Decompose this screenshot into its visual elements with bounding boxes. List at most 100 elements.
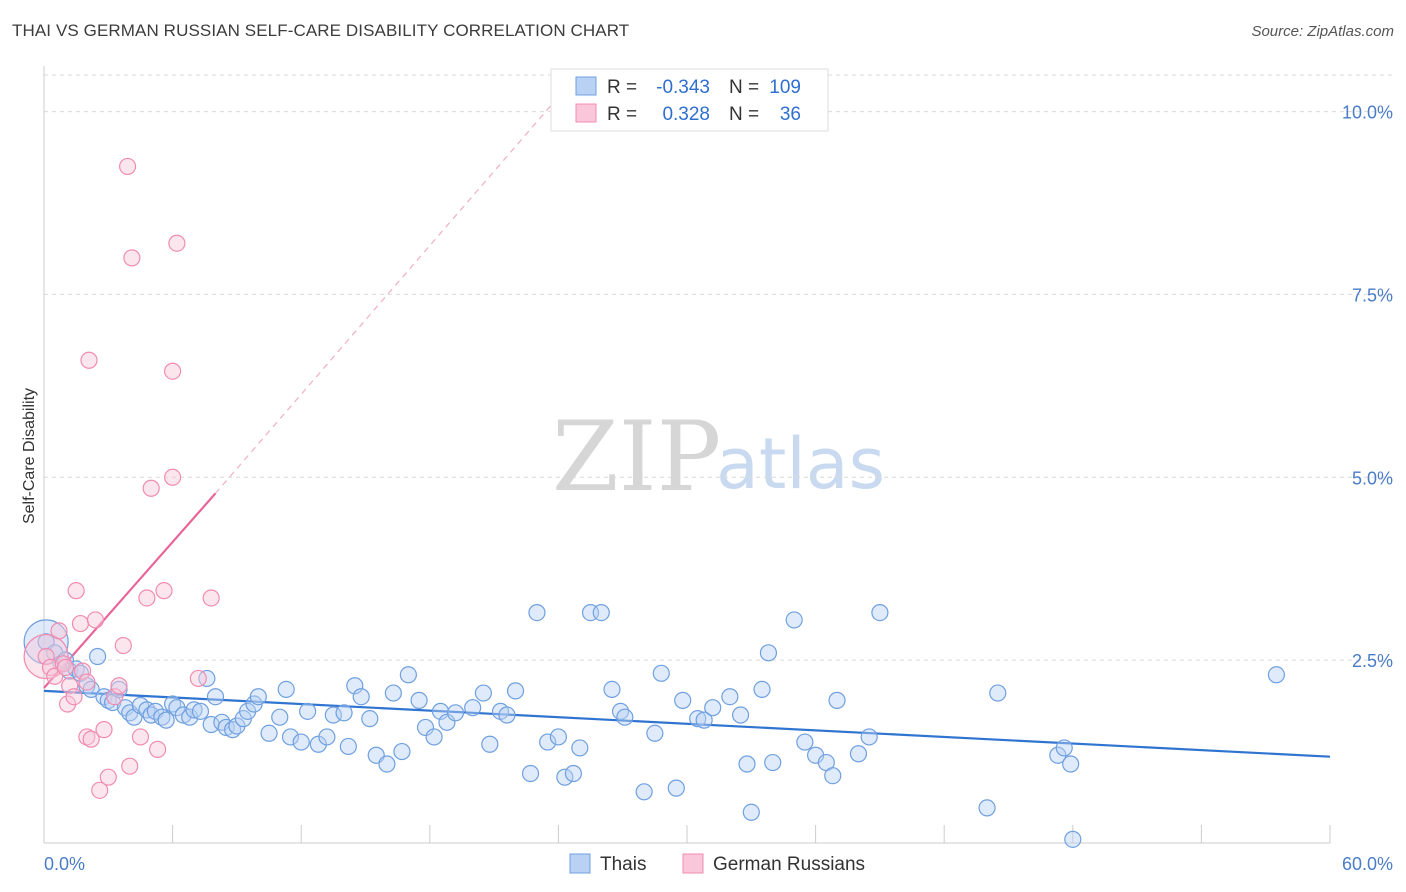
data-point [785,611,803,629]
legend-swatch-thais [575,76,597,96]
data-point [742,803,760,821]
data-point [138,589,156,607]
data-point [299,702,317,720]
legend-n-label-1: N = [729,77,759,98]
data-point [753,680,771,699]
data-point [464,699,482,717]
data-point [202,589,220,607]
data-point [759,644,778,662]
data-point [148,740,167,758]
data-point [185,701,203,719]
data-point [99,768,117,786]
data-point [318,728,336,746]
data-point [431,702,450,720]
bottom-legend-thais: Thais [600,854,646,875]
data-point [164,468,182,486]
data-point [56,658,75,677]
data-point [860,728,878,746]
data-point [410,691,428,709]
chart-title: THAI VS GERMAN RUSSIAN SELF-CARE DISABIL… [12,21,630,40]
data-point [110,677,128,695]
data-point [271,708,289,726]
data-point [539,733,557,751]
data-point [157,711,175,729]
data-point [521,764,540,783]
y-tick-label: 7.5% [1352,285,1393,305]
legend-r-label-1: R = [607,77,637,98]
data-point [616,708,634,726]
data-point [393,742,411,761]
data-point [361,710,379,728]
data-point [446,704,465,722]
data-point [41,658,60,677]
data-point [646,724,664,742]
data-point [50,622,68,640]
data-point [399,666,417,684]
data-point [249,688,267,706]
data-point [652,664,670,682]
data-point [695,711,713,729]
data-point [174,706,192,724]
bottom-legend-swatch-thais [569,853,591,874]
data-point [978,799,996,817]
chart-source: Source: ZipAtlas.com [1251,23,1394,40]
data-point [721,688,739,706]
data-point [142,479,160,497]
data-point [1062,755,1080,773]
data-point [1267,666,1286,684]
data-point [67,582,85,600]
legend-swatch-german-russians [575,103,597,123]
data-point [324,706,342,724]
data-point [1064,830,1082,848]
legend-n-value-1: 109 [769,77,801,98]
data-point [549,728,568,746]
data-point [689,710,707,728]
grid-lines: 2.5% 5.0% 7.5% 10.0% [44,74,1393,671]
watermark-zip: ZIP [552,401,721,513]
data-point [217,718,235,737]
data-point [309,735,327,753]
data-point [260,724,278,742]
bottom-legend-german-russians: German Russians [713,854,865,875]
data-point [61,677,79,695]
legend-n-label-2: N = [729,104,759,125]
data-point [123,249,141,267]
data-point [828,691,846,709]
data-point [528,603,546,622]
data-point [738,755,756,773]
data-point [95,721,113,739]
y-tick-label: 10.0% [1342,103,1393,123]
data-point [91,781,109,799]
trend-line-0 [43,689,1331,758]
y-tick-label: 2.5% [1352,651,1393,671]
data-point [352,688,370,706]
data-point [335,704,353,722]
data-point [106,688,124,706]
data-point [131,728,150,746]
data-point [37,647,55,666]
data-point [425,728,443,746]
legend-r-value-1: -0.343 [656,77,710,98]
data-point [121,757,139,775]
data-point [731,706,750,724]
data-point [86,611,105,629]
data-point [764,753,782,772]
data-point [871,603,889,622]
data-point [1055,739,1073,757]
data-point [277,680,295,699]
data-point [378,755,396,773]
data-point [796,733,814,751]
data-point [118,157,137,176]
data-point [571,739,589,757]
data-point [481,735,499,753]
data-point [164,362,182,380]
bottom-legend-swatch-german-russians [682,853,704,874]
data-point [674,691,692,709]
data-point [506,682,525,700]
data-point [824,767,842,785]
data-point [474,684,492,702]
axes [43,66,1331,844]
data-point [438,713,456,731]
trend-line-dashed-1 [214,96,559,494]
data-point [339,737,357,756]
